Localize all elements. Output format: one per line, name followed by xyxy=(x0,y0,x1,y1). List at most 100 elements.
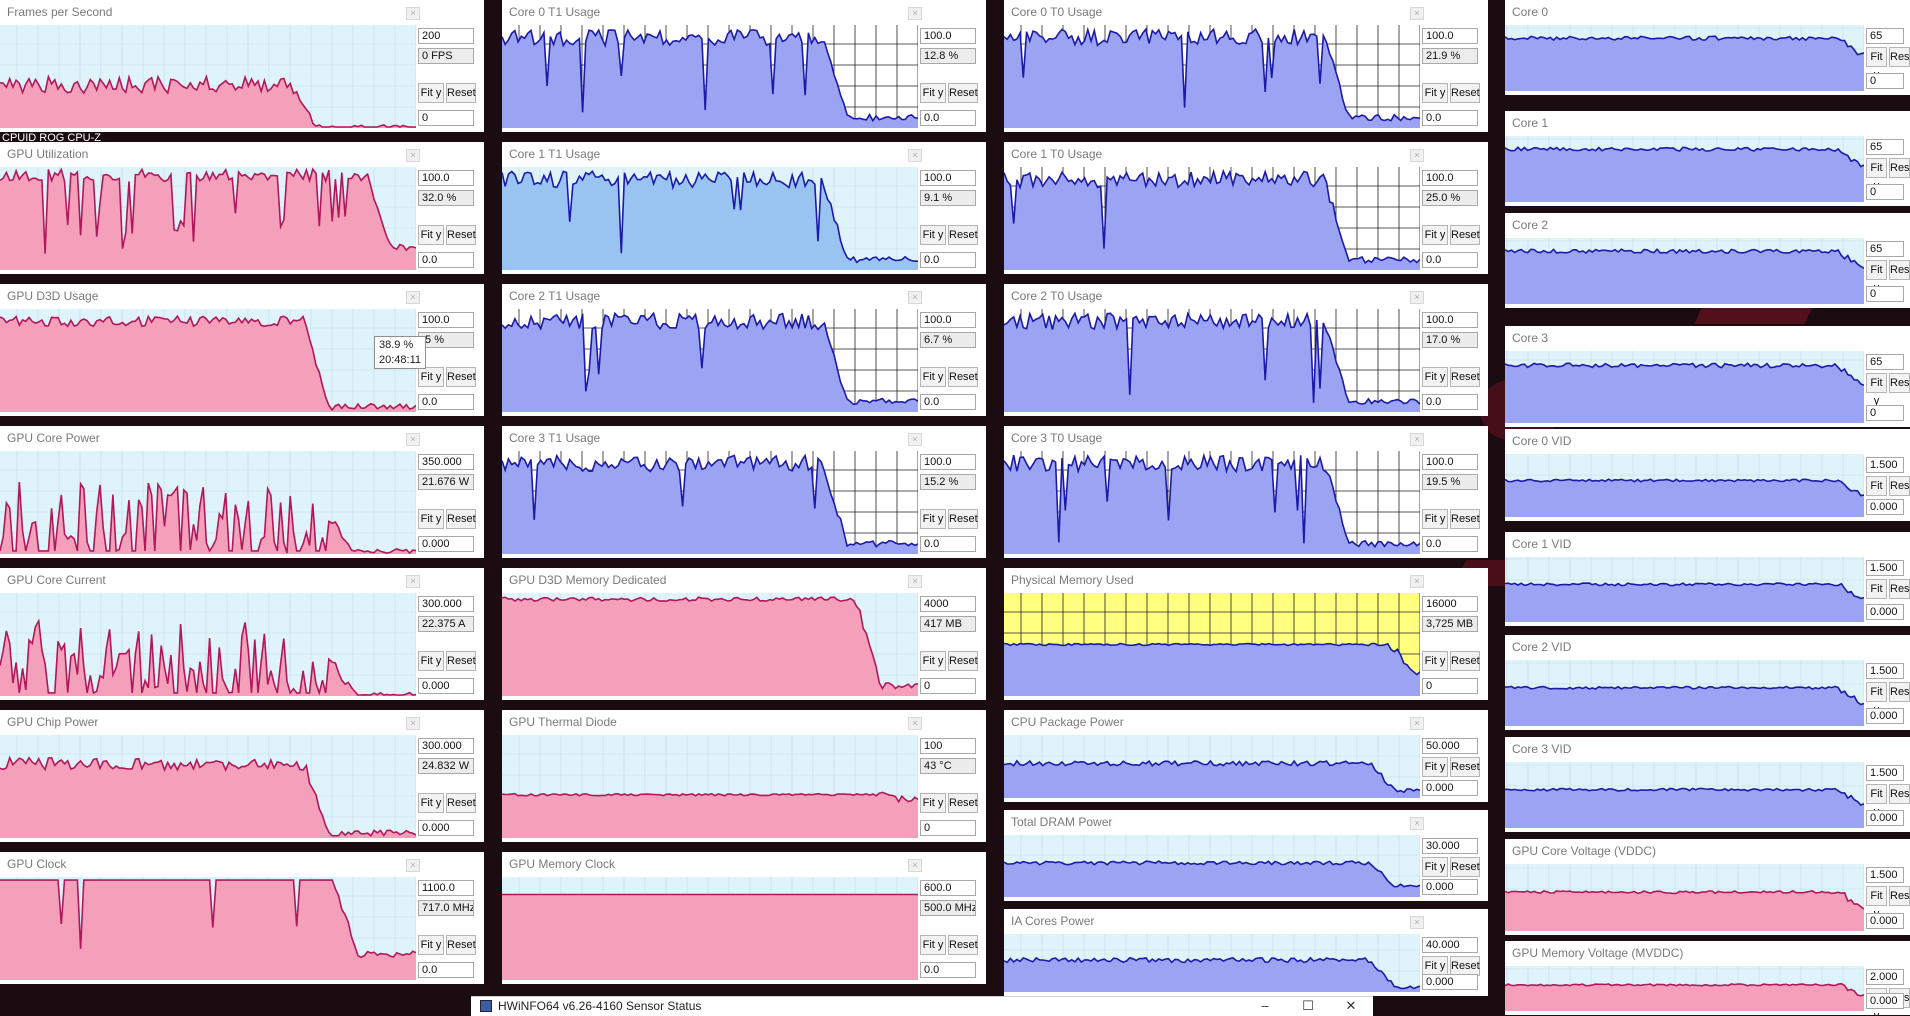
close-icon[interactable]: × xyxy=(1410,817,1424,830)
sensor-panel-c0t0[interactable]: Core 0 T0 Usage × 100.0 21.9 % Fit y Reset 0.0 xyxy=(1004,0,1488,132)
close-icon[interactable]: × xyxy=(406,7,420,20)
fit-y-button[interactable]: Fit y xyxy=(920,793,946,813)
sensor-panel-gpu-util[interactable]: GPU Utilization × 100.0 32.0 % Fit y Reset 0.0 xyxy=(0,142,484,274)
reset-button[interactable]: Reset xyxy=(1889,579,1910,599)
sensor-graph[interactable] xyxy=(1505,136,1864,202)
fit-y-button[interactable]: Fit y xyxy=(1866,476,1887,510)
sensor-panel-c2t1[interactable]: Core 2 T1 Usage × 100.0 6.7 % Fit y Reset 0.0 xyxy=(502,284,986,416)
sensor-panel-gpu-core-current[interactable]: GPU Core Current × 300.000 22.375 A Fit y Res… xyxy=(0,568,484,700)
sensor-graph[interactable] xyxy=(1505,25,1864,91)
close-icon[interactable]: × xyxy=(1410,433,1424,446)
reset-button[interactable]: Reset xyxy=(446,793,476,813)
sensor-graph[interactable] xyxy=(502,451,918,554)
sensor-panel-dram-power[interactable]: Total DRAM Power × 30.000 Fit y Reset 0.000 xyxy=(1004,810,1488,901)
sensor-graph[interactable] xyxy=(1004,451,1420,554)
sensor-graph[interactable] xyxy=(1505,966,1864,1011)
fit-y-button[interactable]: Fit y xyxy=(1422,651,1448,671)
reset-button[interactable]: Reset xyxy=(1450,509,1480,529)
maximize-button[interactable]: ☐ xyxy=(1302,998,1314,1013)
sensor-panel-cpu-pkg-power[interactable]: CPU Package Power × 50.000 Fit y Reset 0.000 xyxy=(1004,710,1488,802)
close-icon[interactable]: × xyxy=(406,149,420,162)
desktop-icon-label[interactable]: CPUID ROG CPU-Z xyxy=(2,132,101,144)
reset-button[interactable]: Reset xyxy=(1889,476,1910,496)
sensor-graph[interactable] xyxy=(1004,25,1420,128)
fit-y-button[interactable]: Fit y xyxy=(1866,158,1887,192)
fit-y-button[interactable]: Fit y xyxy=(418,367,444,387)
sensor-graph[interactable] xyxy=(1004,934,1420,992)
sensor-graph[interactable] xyxy=(1505,238,1864,304)
close-icon[interactable]: × xyxy=(406,433,420,446)
sensor-graph[interactable] xyxy=(0,877,416,980)
close-icon[interactable]: × xyxy=(1410,7,1424,20)
reset-button[interactable]: Reset xyxy=(948,793,978,813)
sensor-graph[interactable] xyxy=(1004,735,1420,798)
fit-y-button[interactable]: Fit y xyxy=(920,651,946,671)
fit-y-button[interactable]: Fit y xyxy=(1866,373,1887,407)
sensor-graph[interactable] xyxy=(1004,309,1420,412)
fit-y-button[interactable]: Fit y xyxy=(418,509,444,529)
close-icon[interactable]: × xyxy=(1410,717,1424,730)
sensor-graph[interactable] xyxy=(0,25,416,128)
sensor-graph[interactable] xyxy=(502,735,918,838)
sensor-panel-gpu-clock[interactable]: GPU Clock × 1100.0 717.0 MHz Fit y Reset 0.0 xyxy=(0,852,484,984)
reset-button[interactable]: Reset xyxy=(446,935,476,955)
sensor-graph[interactable] xyxy=(502,877,918,980)
sensor-graph[interactable] xyxy=(1004,167,1420,270)
sensor-panel-c1t0[interactable]: Core 1 T0 Usage × 100.0 25.0 % Fit y Reset 0.0 xyxy=(1004,142,1488,274)
sensor-graph[interactable] xyxy=(1004,593,1420,696)
reset-button[interactable]: Reset xyxy=(1450,651,1480,671)
sensor-panel-c3t0[interactable]: Core 3 T0 Usage × 100.0 19.5 % Fit y Reset 0.0 xyxy=(1004,426,1488,558)
fit-y-button[interactable]: Fit y xyxy=(1422,857,1448,877)
reset-button[interactable]: Reset xyxy=(948,935,978,955)
fit-y-button[interactable]: Fit y xyxy=(418,83,444,103)
sensor-panel-c2t0[interactable]: Core 2 T0 Usage × 100.0 17.0 % Fit y Reset 0.0 xyxy=(1004,284,1488,416)
close-icon[interactable]: × xyxy=(908,859,922,872)
sensor-panel-fps[interactable]: Frames per Second × 200 0 FPS Fit y Reset 0 xyxy=(0,0,484,132)
fit-y-button[interactable]: Fit y xyxy=(920,509,946,529)
fit-y-button[interactable]: Fit y xyxy=(1422,367,1448,387)
close-icon[interactable]: × xyxy=(908,717,922,730)
reset-button[interactable]: Reset xyxy=(1450,83,1480,103)
fit-y-button[interactable]: Fit y xyxy=(1422,509,1448,529)
close-icon[interactable]: × xyxy=(406,575,420,588)
close-icon[interactable]: × xyxy=(908,149,922,162)
reset-button[interactable]: Reset xyxy=(446,367,476,387)
sensor-graph[interactable] xyxy=(502,309,918,412)
fit-y-button[interactable]: Fit y xyxy=(1422,225,1448,245)
fit-y-button[interactable]: Fit y xyxy=(1866,886,1887,920)
reset-button[interactable]: Reset xyxy=(948,367,978,387)
reset-button[interactable]: Reset xyxy=(1450,367,1480,387)
reset-button[interactable]: Reset xyxy=(1450,956,1480,976)
sensor-panel-gpu-d3d[interactable]: GPU D3D Usage × 100.0 .5 % Fit y Reset 0.0 xyxy=(0,284,484,416)
reset-button[interactable]: Reset xyxy=(948,651,978,671)
reset-button[interactable]: Reset xyxy=(1889,47,1910,67)
reset-button[interactable]: Reset xyxy=(1889,373,1910,393)
close-icon[interactable]: × xyxy=(908,433,922,446)
sensor-graph[interactable] xyxy=(502,167,918,270)
fit-y-button[interactable]: Fit y xyxy=(1422,757,1448,777)
fit-y-button[interactable]: Fit y xyxy=(418,225,444,245)
close-icon[interactable]: × xyxy=(908,575,922,588)
sensor-panel-c1t1[interactable]: Core 1 T1 Usage × 100.0 9.1 % Fit y Reset 0.0 xyxy=(502,142,986,274)
reset-button[interactable]: Reset xyxy=(1889,682,1910,702)
reset-button[interactable]: Reset xyxy=(1450,757,1480,777)
fit-y-button[interactable]: Fit y xyxy=(920,83,946,103)
sensor-panel-gpu-mem-ded[interactable]: GPU D3D Memory Dedicated × 4000 417 MB Fit y… xyxy=(502,568,986,700)
fit-y-button[interactable]: Fit y xyxy=(1422,956,1448,976)
reset-button[interactable]: Reset xyxy=(446,225,476,245)
close-icon[interactable]: × xyxy=(1410,575,1424,588)
fit-y-button[interactable]: Fit y xyxy=(1866,579,1887,613)
minimize-button[interactable]: – xyxy=(1261,998,1269,1013)
fit-y-button[interactable]: Fit y xyxy=(418,793,444,813)
sensor-graph[interactable] xyxy=(1505,762,1864,828)
close-icon[interactable]: × xyxy=(406,859,420,872)
